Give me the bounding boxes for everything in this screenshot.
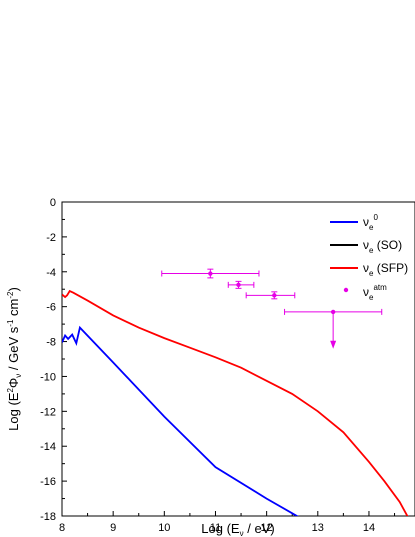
y-tick-label: -16: [40, 476, 56, 488]
y-tick-label: 0: [50, 197, 56, 209]
y-tick-label: -12: [40, 406, 56, 418]
y-tick-label: -18: [40, 511, 56, 523]
x-tick-label: 12: [261, 522, 273, 534]
x-tick-label: 8: [59, 522, 65, 534]
series-line-nue0: [62, 325, 299, 516]
x-tick-label: 10: [158, 522, 170, 534]
atm-point: [208, 271, 213, 276]
atm-point: [272, 293, 277, 298]
x-axis-title: Log (Eν / eV): [201, 521, 274, 537]
legend-label-nue0: νe0: [363, 213, 378, 232]
y-axis-title: Log (E2Φν / GeV s-1 cm-2): [6, 287, 23, 431]
x-tick-label: 9: [110, 522, 116, 534]
legend-label-atm: νeatm: [363, 283, 387, 302]
legend-label-so: νe (SO): [363, 238, 402, 255]
atm-point: [236, 282, 241, 288]
y-tick-label: -10: [40, 371, 56, 383]
y-tick-label: -4: [46, 267, 56, 279]
y-tick-label: -6: [46, 302, 56, 314]
atm-upper-limit-arrow: [330, 340, 337, 349]
x-tick-label: 14: [363, 522, 375, 534]
y-tick-label: -2: [46, 232, 56, 244]
atm-point: [330, 309, 336, 315]
legend-label-sfp: νe (SFP): [363, 261, 408, 278]
y-tick-label: -8: [46, 337, 56, 349]
x-tick-label: 13: [312, 522, 324, 534]
legend: νe0 νe (SO) νe (SFP) νeatm: [330, 213, 408, 302]
y-axis: 0 -2 -4 -6 -8 -10 -12 -14 -16 -18: [40, 197, 67, 523]
x-axis: 8 9 10 11 12 13 14: [59, 511, 396, 534]
y-tick-label: -14: [40, 441, 56, 453]
series-line-sfp: [62, 289, 409, 516]
x-tick-label: 11: [210, 522, 221, 534]
atm-points: [161, 268, 383, 349]
legend-marker-atm: [343, 287, 349, 293]
